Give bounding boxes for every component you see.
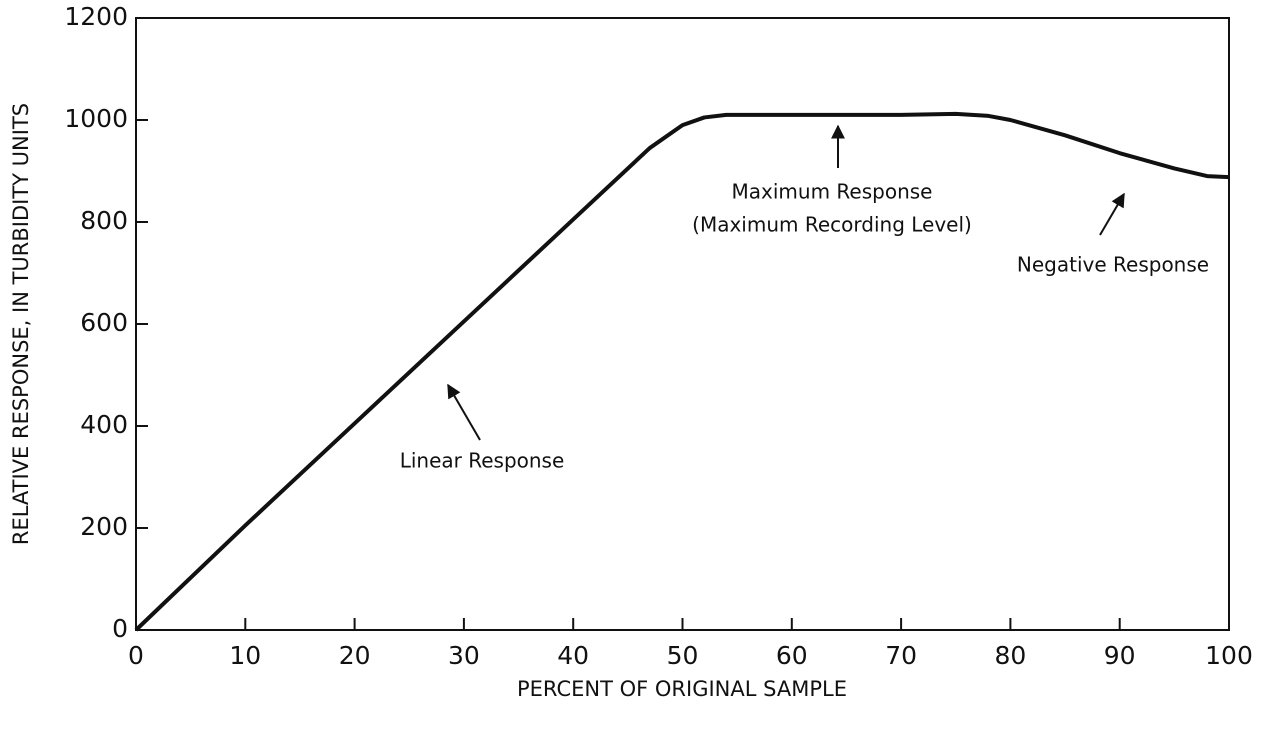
- y-tick-label: 1200: [64, 2, 128, 31]
- annotation-arrow: [1099, 192, 1125, 236]
- y-tick-label: 0: [112, 614, 128, 643]
- x-tick-label: 100: [1205, 641, 1253, 670]
- x-tick-label: 40: [557, 641, 589, 670]
- x-tick-label: 80: [994, 641, 1026, 670]
- data-line: [134, 111, 1230, 632]
- x-tick-label: 50: [667, 641, 699, 670]
- y-tick-label: 1000: [64, 104, 128, 133]
- y-tick-label: 200: [80, 512, 128, 541]
- annotation-arrow: [447, 383, 481, 441]
- y-tick-label: 400: [80, 410, 128, 439]
- y-tick-label: 800: [80, 206, 128, 235]
- x-tick-label: 30: [448, 641, 480, 670]
- y-axis-label: RELATIVE RESPONSE, IN TURBIDITY UNITS: [9, 103, 33, 545]
- plot-frame: [135, 17, 1230, 631]
- annotation: (Maximum Recording Level): [692, 213, 972, 237]
- annotation: Linear Response: [400, 449, 565, 473]
- x-tick-label: 10: [229, 641, 261, 670]
- x-tick-label: 20: [339, 641, 371, 670]
- x-tick-label: 70: [885, 641, 917, 670]
- x-tick-label: 0: [128, 641, 144, 670]
- annotation: Negative Response: [1017, 253, 1209, 277]
- x-axis-label: PERCENT OF ORIGINAL SAMPLE: [517, 677, 847, 701]
- annotation: Maximum Response: [732, 180, 933, 204]
- x-tick-label: 90: [1104, 641, 1136, 670]
- x-tick-label: 60: [776, 641, 808, 670]
- y-tick-label: 600: [80, 308, 128, 337]
